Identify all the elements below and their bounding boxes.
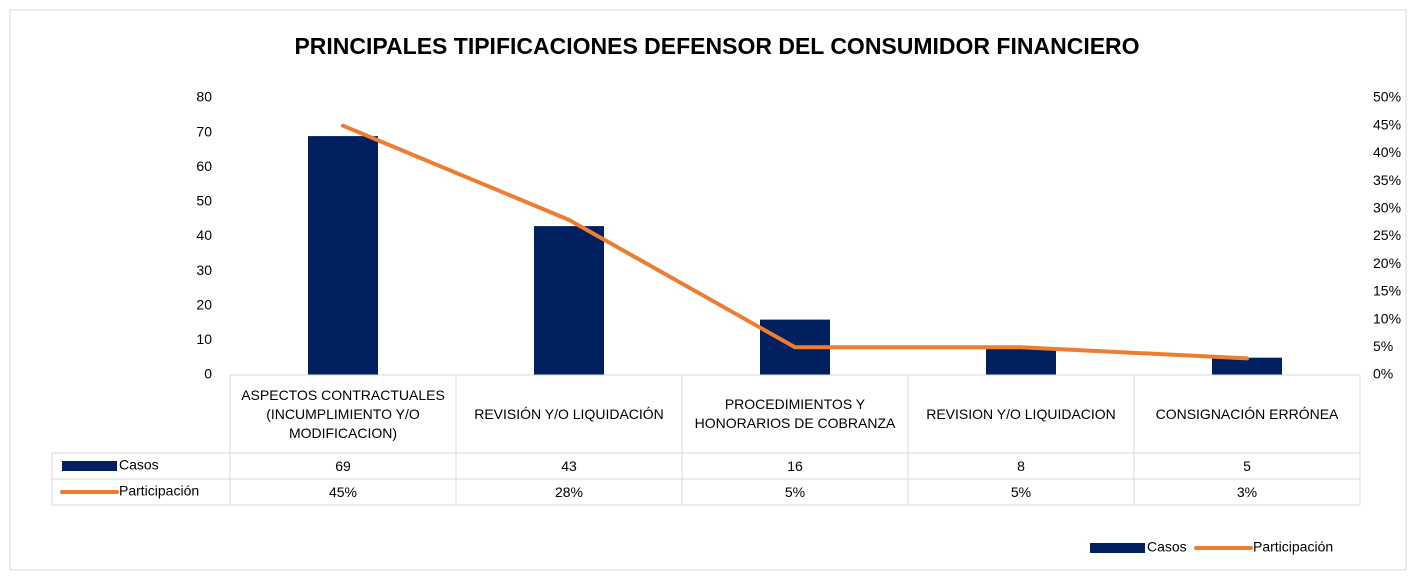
y-tick-label: 40 (196, 227, 212, 243)
legend-label: Participación (1253, 539, 1333, 555)
bar (1212, 357, 1282, 375)
chart-title: PRINCIPALES TIPIFICACIONES DEFENSOR DEL … (294, 33, 1139, 59)
y2-tick-label: 5% (1373, 338, 1393, 354)
legend-key (1090, 543, 1145, 553)
y2-tick-label: 40% (1373, 144, 1401, 160)
bar (308, 136, 378, 375)
table-value: 5 (1243, 457, 1251, 474)
y2-tick-label: 0% (1373, 366, 1393, 382)
y-tick-label: 30 (196, 262, 212, 278)
y-tick-label: 70 (196, 123, 212, 139)
y2-tick-label: 10% (1373, 310, 1401, 326)
y2-tick-label: 35% (1373, 172, 1401, 188)
y-tick-label: 80 (196, 89, 212, 105)
table-row-label: Casos (119, 457, 159, 473)
chart-border (9, 9, 1407, 571)
table-value: 28% (554, 483, 584, 500)
line-series (341, 123, 1249, 361)
y-tick-label: 10 (196, 331, 212, 347)
legend-label: Casos (1147, 539, 1187, 555)
y2-tick-label: 45% (1373, 116, 1401, 132)
y-tick-label: 0 (204, 366, 212, 382)
table-value: 45% (328, 483, 358, 500)
table-value: 16 (787, 457, 803, 474)
y2-tick-label: 15% (1373, 283, 1401, 299)
y2-tick-label: 50% (1373, 89, 1401, 105)
bar (534, 226, 604, 375)
table-value: 43 (561, 457, 577, 474)
y-tick-label: 20 (196, 296, 212, 312)
x-tick-label: REVISIÓN Y/O LIQUIDACIÓN (474, 405, 664, 422)
y2-tick-label: 30% (1373, 200, 1401, 216)
x-tick-label: PROCEDIMIENTOS Y HONORARIOS DE COBRANZA (694, 396, 896, 431)
y-tick-label: 60 (196, 158, 212, 174)
x-tick-label: ASPECTOS CONTRACTUALES (INCUMPLIMIENTO Y… (241, 386, 445, 441)
table-legend-key (62, 461, 117, 471)
x-tick-label: CONSIGNACIÓN ERRÓNEA (1155, 405, 1339, 422)
y2-tick-label: 25% (1373, 227, 1401, 243)
bar (986, 347, 1056, 375)
y-tick-label: 50 (196, 193, 212, 209)
table-value: 5% (1010, 483, 1032, 500)
table-value: 3% (1236, 483, 1258, 500)
x-tick-label: REVISION Y/O LIQUIDACION (926, 405, 1116, 422)
table-row-label: Participación (119, 483, 199, 499)
y2-tick-label: 20% (1373, 255, 1401, 271)
table-value: 8 (1017, 457, 1025, 474)
table-value: 69 (335, 457, 351, 474)
table-value: 5% (784, 483, 806, 500)
